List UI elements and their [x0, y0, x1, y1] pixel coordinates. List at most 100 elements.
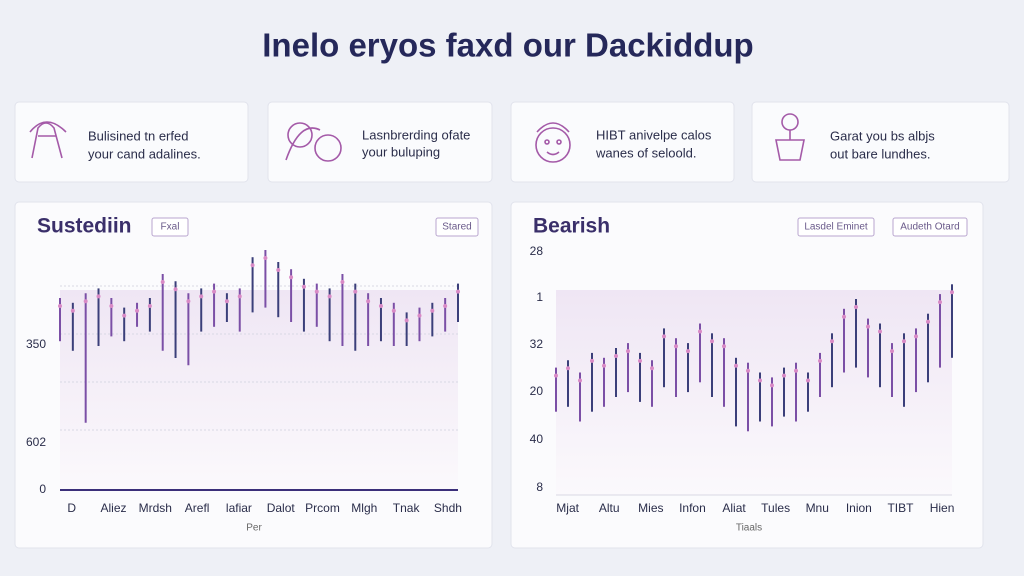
candle-dot	[327, 294, 332, 299]
badge	[151, 217, 189, 237]
candle-dot	[638, 358, 642, 363]
candle-dot	[602, 363, 606, 368]
x-tick-label: Arefl	[185, 501, 210, 515]
candle-dot	[456, 289, 460, 294]
candle-dot	[806, 378, 810, 383]
x-tick-label: Inion	[846, 501, 872, 515]
candle-dot	[650, 366, 654, 371]
candle-dot	[301, 284, 306, 289]
card-text: HIBT anivelpe calos	[596, 127, 712, 142]
candle-dot	[902, 339, 906, 344]
candle-dot	[854, 305, 858, 309]
x-tick-label: Aliez	[101, 501, 127, 515]
candle-dot	[938, 300, 942, 305]
candle-dot	[340, 280, 345, 284]
x-tick-label: Mies	[638, 501, 663, 515]
candle-dot	[626, 349, 630, 354]
candle-dot	[417, 313, 422, 318]
candle-dot	[366, 299, 371, 304]
chart-panel: Sustediin Fxal Stared 350 602 0 D Aliez Mrdsh Are…	[14, 201, 493, 549]
icon	[285, 122, 342, 162]
plot-fill	[60, 290, 458, 490]
card	[751, 101, 1010, 183]
candle-dot	[614, 354, 618, 358]
badge-text: Stared	[442, 222, 471, 233]
icon	[535, 122, 571, 163]
candle-dot	[674, 344, 678, 349]
candle-dot	[160, 280, 165, 284]
candle-dot	[866, 324, 870, 329]
x-tick-label: Mlgh	[351, 501, 377, 515]
page-title: Inelo eryos faxd our Dackiddup	[262, 27, 753, 64]
card-text: your buluping	[362, 144, 440, 159]
candle-dot	[698, 329, 702, 334]
card-text: out bare lundhes.	[830, 146, 930, 161]
x-tick-label: Altu	[599, 501, 620, 515]
candle-dot	[758, 378, 762, 383]
candle-dot	[237, 294, 242, 299]
candle-dot	[686, 349, 690, 354]
candle-dot	[710, 339, 714, 344]
badge	[797, 217, 875, 237]
candle-dot	[276, 268, 281, 272]
chart-title: Sustediin	[37, 215, 132, 238]
y-label: 28	[530, 244, 544, 258]
candle-dot	[391, 308, 396, 313]
candle-dot	[782, 373, 786, 378]
candle-dot	[96, 294, 101, 299]
candle-dot	[404, 318, 409, 323]
candle-dot	[746, 368, 750, 373]
badge	[435, 217, 479, 237]
candle-dot	[926, 319, 930, 324]
y-label: 32	[530, 337, 544, 351]
x-tick-label: Mjat	[556, 501, 579, 515]
card-text: Bulisined tn erfed	[88, 128, 188, 143]
candle-dot	[818, 358, 822, 363]
candle-dot	[378, 304, 383, 308]
candle-dot	[109, 304, 114, 308]
candle-dot	[224, 299, 229, 304]
candle-dot	[590, 358, 594, 363]
candle-dot	[173, 287, 178, 292]
candle-dot	[70, 308, 75, 313]
cards: Bulisined tn erfed your cand adalines. L…	[14, 101, 1010, 183]
candle-dot	[662, 334, 666, 339]
y-label: 1	[536, 290, 543, 304]
candle-dot	[122, 313, 127, 318]
candle-dot	[842, 314, 846, 319]
candle-dot	[914, 334, 918, 339]
candle-dot	[250, 263, 255, 268]
x-tick-label: Hien	[930, 501, 955, 515]
x-axis-label: Per	[246, 523, 262, 534]
candle-dot	[135, 308, 140, 313]
x-tick-label: Shdh	[434, 501, 462, 515]
x-tick-label: Mnu	[806, 501, 829, 515]
y-label: 350	[26, 337, 46, 351]
x-tick-label: Prcom	[305, 501, 340, 515]
candle-dot	[794, 368, 798, 373]
x-tick-label: Infon	[679, 501, 706, 515]
candle-dot	[722, 344, 726, 349]
x-tick-label: Aliat	[722, 501, 746, 515]
badge-text: Lasdel Eminet	[804, 222, 868, 233]
icon	[29, 121, 67, 159]
candle-dot	[566, 366, 570, 371]
candle-dot	[770, 383, 774, 388]
candle-dot	[212, 289, 217, 294]
card	[267, 101, 493, 183]
badge-text: Audeth Otard	[900, 222, 959, 233]
candle-dot	[83, 299, 88, 304]
card	[14, 101, 249, 183]
y-label: 40	[530, 432, 544, 446]
candle-dot	[147, 304, 152, 308]
card	[510, 101, 735, 183]
x-tick-label: TIBT	[887, 501, 914, 515]
x-axis-label: Tiaals	[736, 523, 762, 534]
candle-dot	[263, 256, 268, 260]
y-label: 8	[536, 480, 543, 494]
chart-panel: Bearish Lasdel Eminet Audeth Otard 28 1 32 20 4…	[510, 201, 984, 549]
candle-dot	[830, 339, 834, 344]
x-tick-label: Tules	[761, 501, 790, 515]
candle-dot	[950, 290, 954, 295]
